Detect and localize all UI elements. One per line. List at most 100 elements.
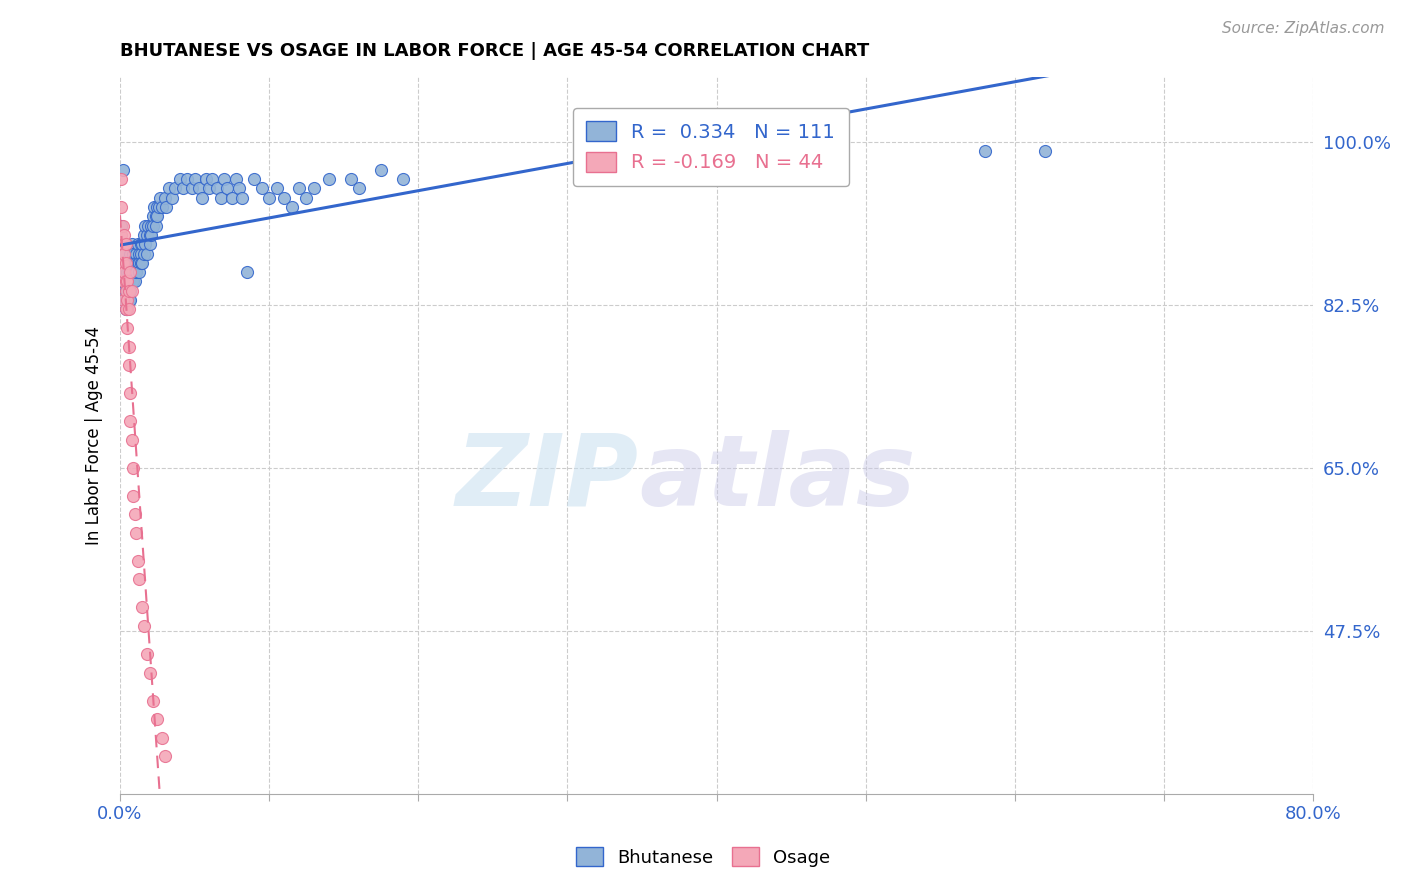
Point bbox=[141, 227, 163, 242]
Point bbox=[134, 219, 156, 233]
Point bbox=[124, 508, 146, 522]
Point bbox=[136, 219, 159, 233]
Point bbox=[122, 275, 145, 289]
Point bbox=[214, 172, 236, 186]
Point bbox=[115, 275, 138, 289]
Point bbox=[191, 191, 214, 205]
Point bbox=[142, 209, 165, 223]
Point bbox=[125, 265, 148, 279]
Point bbox=[111, 293, 134, 307]
Point bbox=[125, 256, 148, 270]
Point bbox=[225, 172, 247, 186]
Point bbox=[127, 554, 149, 568]
Point bbox=[115, 302, 138, 317]
Point bbox=[157, 181, 180, 195]
Point bbox=[122, 460, 145, 475]
Point bbox=[176, 172, 198, 186]
Point bbox=[121, 265, 143, 279]
Point bbox=[125, 246, 148, 260]
Point bbox=[266, 181, 288, 195]
Point bbox=[118, 284, 141, 298]
Point bbox=[139, 237, 162, 252]
Point bbox=[121, 275, 143, 289]
Point bbox=[120, 284, 142, 298]
Point bbox=[120, 414, 142, 428]
Text: Source: ZipAtlas.com: Source: ZipAtlas.com bbox=[1222, 21, 1385, 36]
Point bbox=[118, 293, 141, 307]
Point bbox=[188, 181, 211, 195]
Text: atlas: atlas bbox=[640, 430, 915, 526]
Point bbox=[128, 246, 150, 260]
Point bbox=[129, 246, 152, 260]
Point bbox=[132, 619, 155, 633]
Point bbox=[155, 200, 177, 214]
Point bbox=[111, 219, 134, 233]
Point bbox=[114, 265, 136, 279]
Point bbox=[205, 181, 228, 195]
Point bbox=[340, 172, 363, 186]
Point bbox=[131, 600, 153, 615]
Point bbox=[115, 256, 138, 270]
Point bbox=[139, 665, 162, 680]
Point bbox=[122, 489, 145, 503]
Point bbox=[142, 219, 165, 233]
Point bbox=[236, 265, 259, 279]
Point bbox=[135, 246, 157, 260]
Point bbox=[110, 172, 132, 186]
Point bbox=[122, 246, 145, 260]
Point bbox=[129, 237, 152, 252]
Point bbox=[146, 209, 169, 223]
Point bbox=[118, 256, 141, 270]
Point bbox=[121, 237, 143, 252]
Point bbox=[118, 359, 141, 373]
Point bbox=[288, 181, 311, 195]
Point bbox=[132, 227, 155, 242]
Point bbox=[115, 275, 138, 289]
Point bbox=[128, 265, 150, 279]
Point bbox=[117, 275, 139, 289]
Point bbox=[111, 275, 134, 289]
Point bbox=[120, 265, 142, 279]
Point bbox=[195, 172, 218, 186]
Point bbox=[114, 265, 136, 279]
Point bbox=[110, 256, 132, 270]
Point bbox=[347, 181, 370, 195]
Point bbox=[243, 172, 266, 186]
Point bbox=[295, 191, 318, 205]
Point bbox=[110, 219, 132, 233]
Point bbox=[120, 265, 142, 279]
Point bbox=[280, 200, 302, 214]
Point bbox=[146, 712, 169, 726]
Point bbox=[124, 265, 146, 279]
Point bbox=[117, 293, 139, 307]
Point bbox=[198, 181, 221, 195]
Point bbox=[141, 219, 163, 233]
Point bbox=[135, 227, 157, 242]
Point bbox=[180, 181, 202, 195]
Point bbox=[228, 181, 250, 195]
Legend: Bhutanese, Osage: Bhutanese, Osage bbox=[568, 840, 838, 874]
Point bbox=[111, 237, 134, 252]
Point bbox=[120, 246, 142, 260]
Point bbox=[145, 219, 167, 233]
Point bbox=[318, 172, 340, 186]
Point bbox=[118, 284, 141, 298]
Legend: R =  0.334   N = 111, R = -0.169   N = 44: R = 0.334 N = 111, R = -0.169 N = 44 bbox=[572, 108, 848, 186]
Point bbox=[115, 293, 138, 307]
Point bbox=[150, 200, 173, 214]
Point bbox=[117, 302, 139, 317]
Point bbox=[128, 256, 150, 270]
Point bbox=[201, 172, 224, 186]
Point bbox=[148, 200, 170, 214]
Text: ZIP: ZIP bbox=[456, 430, 640, 526]
Point bbox=[121, 433, 143, 447]
Point bbox=[257, 191, 280, 205]
Point bbox=[183, 172, 205, 186]
Point bbox=[160, 191, 183, 205]
Point bbox=[121, 256, 143, 270]
Point bbox=[139, 227, 162, 242]
Point bbox=[117, 302, 139, 317]
Point bbox=[118, 275, 141, 289]
Point bbox=[115, 284, 138, 298]
Point bbox=[114, 227, 136, 242]
